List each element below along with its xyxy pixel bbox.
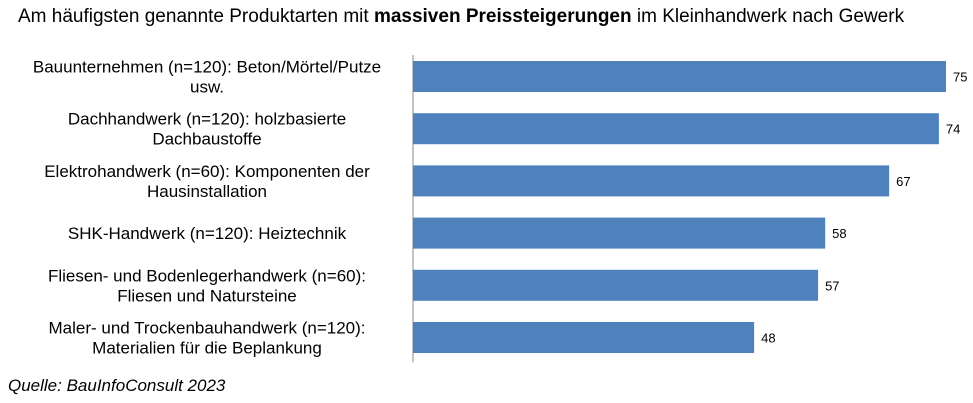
bar-1 bbox=[413, 113, 939, 145]
category-label-2: Elektrohandwerk (n=60): Komponenten der H… bbox=[44, 162, 370, 201]
category-label-1: Dachhandwerk (n=120): holzbasierte Dachba… bbox=[68, 110, 346, 149]
chart-title: Am häufigsten genannte Produktarten mit … bbox=[18, 6, 968, 28]
data-label-4: 57 bbox=[825, 278, 839, 293]
title-part1: Am häufigsten genannte Produktarten mit bbox=[18, 6, 374, 27]
category-label-line: Fliesen- und Bodenlegerhandwerk (n=60): bbox=[48, 266, 366, 285]
source-note: Quelle: BauInfoConsult 2023 bbox=[8, 376, 226, 395]
data-label-2: 67 bbox=[896, 174, 910, 189]
category-label-0: Bauunternehmen (n=120): Beton/Mörtel/Put… bbox=[33, 58, 381, 97]
category-label-3: SHK-Handwerk (n=120): Heiztechnik bbox=[68, 224, 347, 243]
category-label-line: Elektrohandwerk (n=60): Komponenten der bbox=[44, 162, 370, 181]
category-label-line: Materialien für die Beplankung bbox=[92, 339, 322, 358]
data-label-0: 75 bbox=[953, 70, 967, 85]
bar-0 bbox=[413, 61, 946, 92]
bar-4 bbox=[413, 269, 819, 301]
category-label-4: Fliesen- und Bodenlegerhandwerk (n=60): F… bbox=[48, 266, 366, 305]
title-bold: massiven Preissteigerungen bbox=[373, 6, 632, 27]
bar-5 bbox=[413, 322, 755, 353]
data-label-1: 74 bbox=[946, 122, 960, 137]
category-label-line: Dachbaustoffe bbox=[152, 130, 261, 149]
category-label-line: SHK-Handwerk (n=120): Heiztechnik bbox=[68, 224, 347, 243]
category-label-line: Dachhandwerk (n=120): holzbasierte bbox=[68, 110, 346, 129]
category-label-line: Bauunternehmen (n=120): Beton/Mörtel/Put… bbox=[33, 58, 381, 77]
title-part2: im Kleinhandwerk nach Gewerk bbox=[631, 6, 905, 27]
category-label-line: usw. bbox=[190, 78, 224, 97]
data-label-3: 58 bbox=[832, 226, 846, 241]
bar-3 bbox=[413, 217, 826, 249]
category-label-line: Maler- und Trockenbauhandwerk (n=120): bbox=[48, 319, 365, 338]
category-label-line: Hausinstallation bbox=[147, 182, 267, 201]
category-label-line: Fliesen und Natursteine bbox=[117, 286, 297, 305]
data-label-5: 48 bbox=[761, 331, 775, 346]
bar-2 bbox=[413, 165, 890, 197]
category-label-5: Maler- und Trockenbauhandwerk (n=120): Ma… bbox=[48, 319, 365, 358]
